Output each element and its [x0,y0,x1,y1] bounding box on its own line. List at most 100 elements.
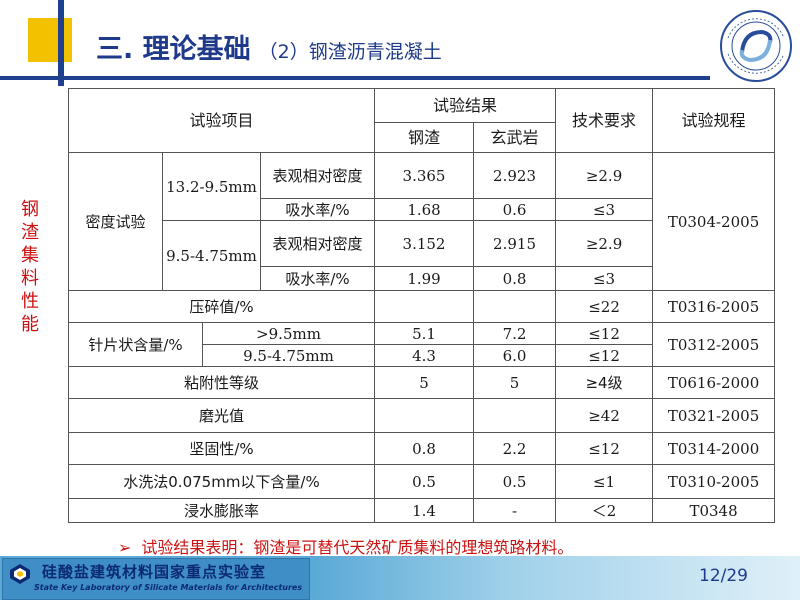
conclusion: ➢ 试验结果表明：钢渣是可替代天然矿质集料的理想筑路材料。 [118,534,574,559]
basalt-value-highlight: 44 [473,398,557,433]
table-row: 水洗法0.075mm以下含量/% 0.5 0.5 ≤1 T0310-2005 [67,464,776,499]
aggregate-test-table: 试验项目 试验结果 技术要求 试验规程 钢渣 玄武岩 密度试验 13.2-9.5… [67,88,776,523]
header-divider [0,76,710,80]
spec-value: T0321-2005 [652,398,776,433]
steel-value: 5.1 [374,322,475,345]
absorption-prop: 吸水率/% [259,198,376,221]
basalt-value: 5 [473,366,557,399]
density-size-2: 9.5-4.75mm [162,220,261,291]
steel-value: 1.99 [374,266,475,291]
requirement-value: ≤3 [555,266,654,291]
bullet-arrow-icon: ➢ [118,538,132,557]
requirement-value: ≤12 [555,432,654,465]
table-row: 坚固性/% 0.8 2.2 ≤12 T0314-2000 [67,432,776,465]
requirement-value: ≤1 [555,464,654,499]
flaky-size-2: 9.5-4.75mm [201,344,376,367]
basalt-value: 0.8 [473,266,557,291]
header-spec: 试验规程 [652,88,776,153]
wash-label: 水洗法0.075mm以下含量/% [67,464,376,499]
spec-value: T0348 [652,498,776,523]
spec-value: T0316-2005 [652,290,776,323]
basalt-value: 2.923 [473,152,557,199]
density-prop: 表观相对密度 [259,220,376,267]
title-sub: （2）钢渣沥青混凝土 [258,41,442,63]
density-size-1: 13.2-9.5mm [162,152,261,221]
requirement-value: ≤12 [555,322,654,345]
side-label-char: 钢 [21,199,39,220]
title-main: 三. 理论基础 [96,34,251,65]
steel-value: 1.68 [374,198,475,221]
header-steel-slag: 钢渣 [374,122,475,153]
lab-name-cn: 硅酸盐建筑材料国家重点实验室 [42,563,267,581]
table-row: 粘附性等级 5 5 ≥4级 T0616-2000 [67,366,776,399]
spec-value: T0310-2005 [652,464,776,499]
side-label-char: 能 [21,314,39,335]
header-test-item: 试验项目 [67,88,376,153]
requirement-value: ≤12 [555,344,654,367]
table-row: 针片状含量/% >9.5mm 5.1 7.2 ≤12 T0312-2005 [68,322,776,367]
footer-gradient [312,556,800,600]
side-label-char: 性 [21,291,39,312]
adhesion-label: 粘附性等级 [67,366,376,399]
polish-label: 磨光值 [67,398,376,433]
soundness-label: 坚固性/% [67,432,376,465]
footer-lab-banner [2,558,310,600]
header-yellow-square [28,18,72,62]
table-row: 吸水率/% 1.68 0.6 ≤3 [69,198,775,221]
header-results: 试验结果 [374,88,557,123]
requirement-value: ≤3 [555,198,654,221]
basalt-value: - [473,498,557,523]
requirement-value: ≥4级 [555,366,654,399]
requirement-value: ≥2.9 [555,220,654,267]
density-prop: 表观相对密度 [259,152,376,199]
header-vertical-bar [58,0,64,86]
steel-value: 0.5 [374,464,475,499]
side-label-char: 渣 [21,222,39,243]
basalt-value: 0.6 [473,198,557,221]
steel-value: 4.3 [374,344,475,367]
table-row: 浸水膨胀率 1.4 - ＜2 T0348 [67,498,776,523]
swell-label: 浸水膨胀率 [67,498,376,523]
crush-label: 压碎值/% [67,290,376,323]
steel-value-highlight: 46.7 [374,398,475,433]
table-row: 磨光值 46.7 44 ≥42 T0321-2005 [67,398,776,433]
steel-value: 3.365 [374,152,475,199]
steel-value-highlight: 10.4 [374,290,475,323]
requirement-value: ≥2.9 [555,152,654,199]
page-number: 12/29 [699,566,748,586]
conclusion-text: 试验结果表明：钢渣是可替代天然矿质集料的理想筑路材料。 [141,538,574,559]
flaky-size-1: >9.5mm [201,322,376,345]
table-row: 密度试验 13.2-9.5mm 表观相对密度 3.365 2.923 ≥2.9 … [68,152,776,291]
flaky-spec: T0312-2005 [652,322,776,367]
header-basalt: 玄武岩 [473,122,557,153]
basalt-value-highlight: 14.9 [473,290,557,323]
table-row: 9.5-4.75mm 表观相对密度 3.152 2.915 ≥2.9 [69,220,775,291]
side-label-char: 料 [21,268,39,289]
density-label: 密度试验 [68,152,163,291]
steel-value: 5 [374,366,475,399]
steel-value: 1.4 [374,498,475,523]
flaky-label: 针片状含量/% [68,322,203,367]
side-label: 钢 渣 集 料 性 能 [18,198,42,336]
spec-value: T0314-2000 [652,432,776,465]
requirement-value: ≥42 [555,398,654,433]
lab-name-en: State Key Laboratory of Silicate Materia… [34,583,303,592]
header-requirement: 技术要求 [555,88,654,153]
basalt-value: 0.5 [473,464,557,499]
basalt-value: 7.2 [473,322,557,345]
basalt-value: 6.0 [473,344,557,367]
side-label-char: 集 [21,245,39,266]
spec-value: T0616-2000 [652,366,776,399]
page-title: 三. 理论基础 （2）钢渣沥青混凝土 [96,30,442,70]
lab-logo-icon [10,564,30,584]
absorption-prop: 吸水率/% [259,266,376,291]
steel-value: 0.8 [374,432,475,465]
table-row: 压碎值/% 10.4 14.9 ≤22 T0316-2005 [67,290,776,323]
steel-value: 3.152 [374,220,475,267]
requirement-value: ≤22 [555,290,654,323]
density-spec: T0304-2005 [652,152,776,291]
basalt-value: 2.2 [473,432,557,465]
university-logo [720,10,792,82]
requirement-value: ＜2 [555,498,654,523]
basalt-value: 2.915 [473,220,557,267]
